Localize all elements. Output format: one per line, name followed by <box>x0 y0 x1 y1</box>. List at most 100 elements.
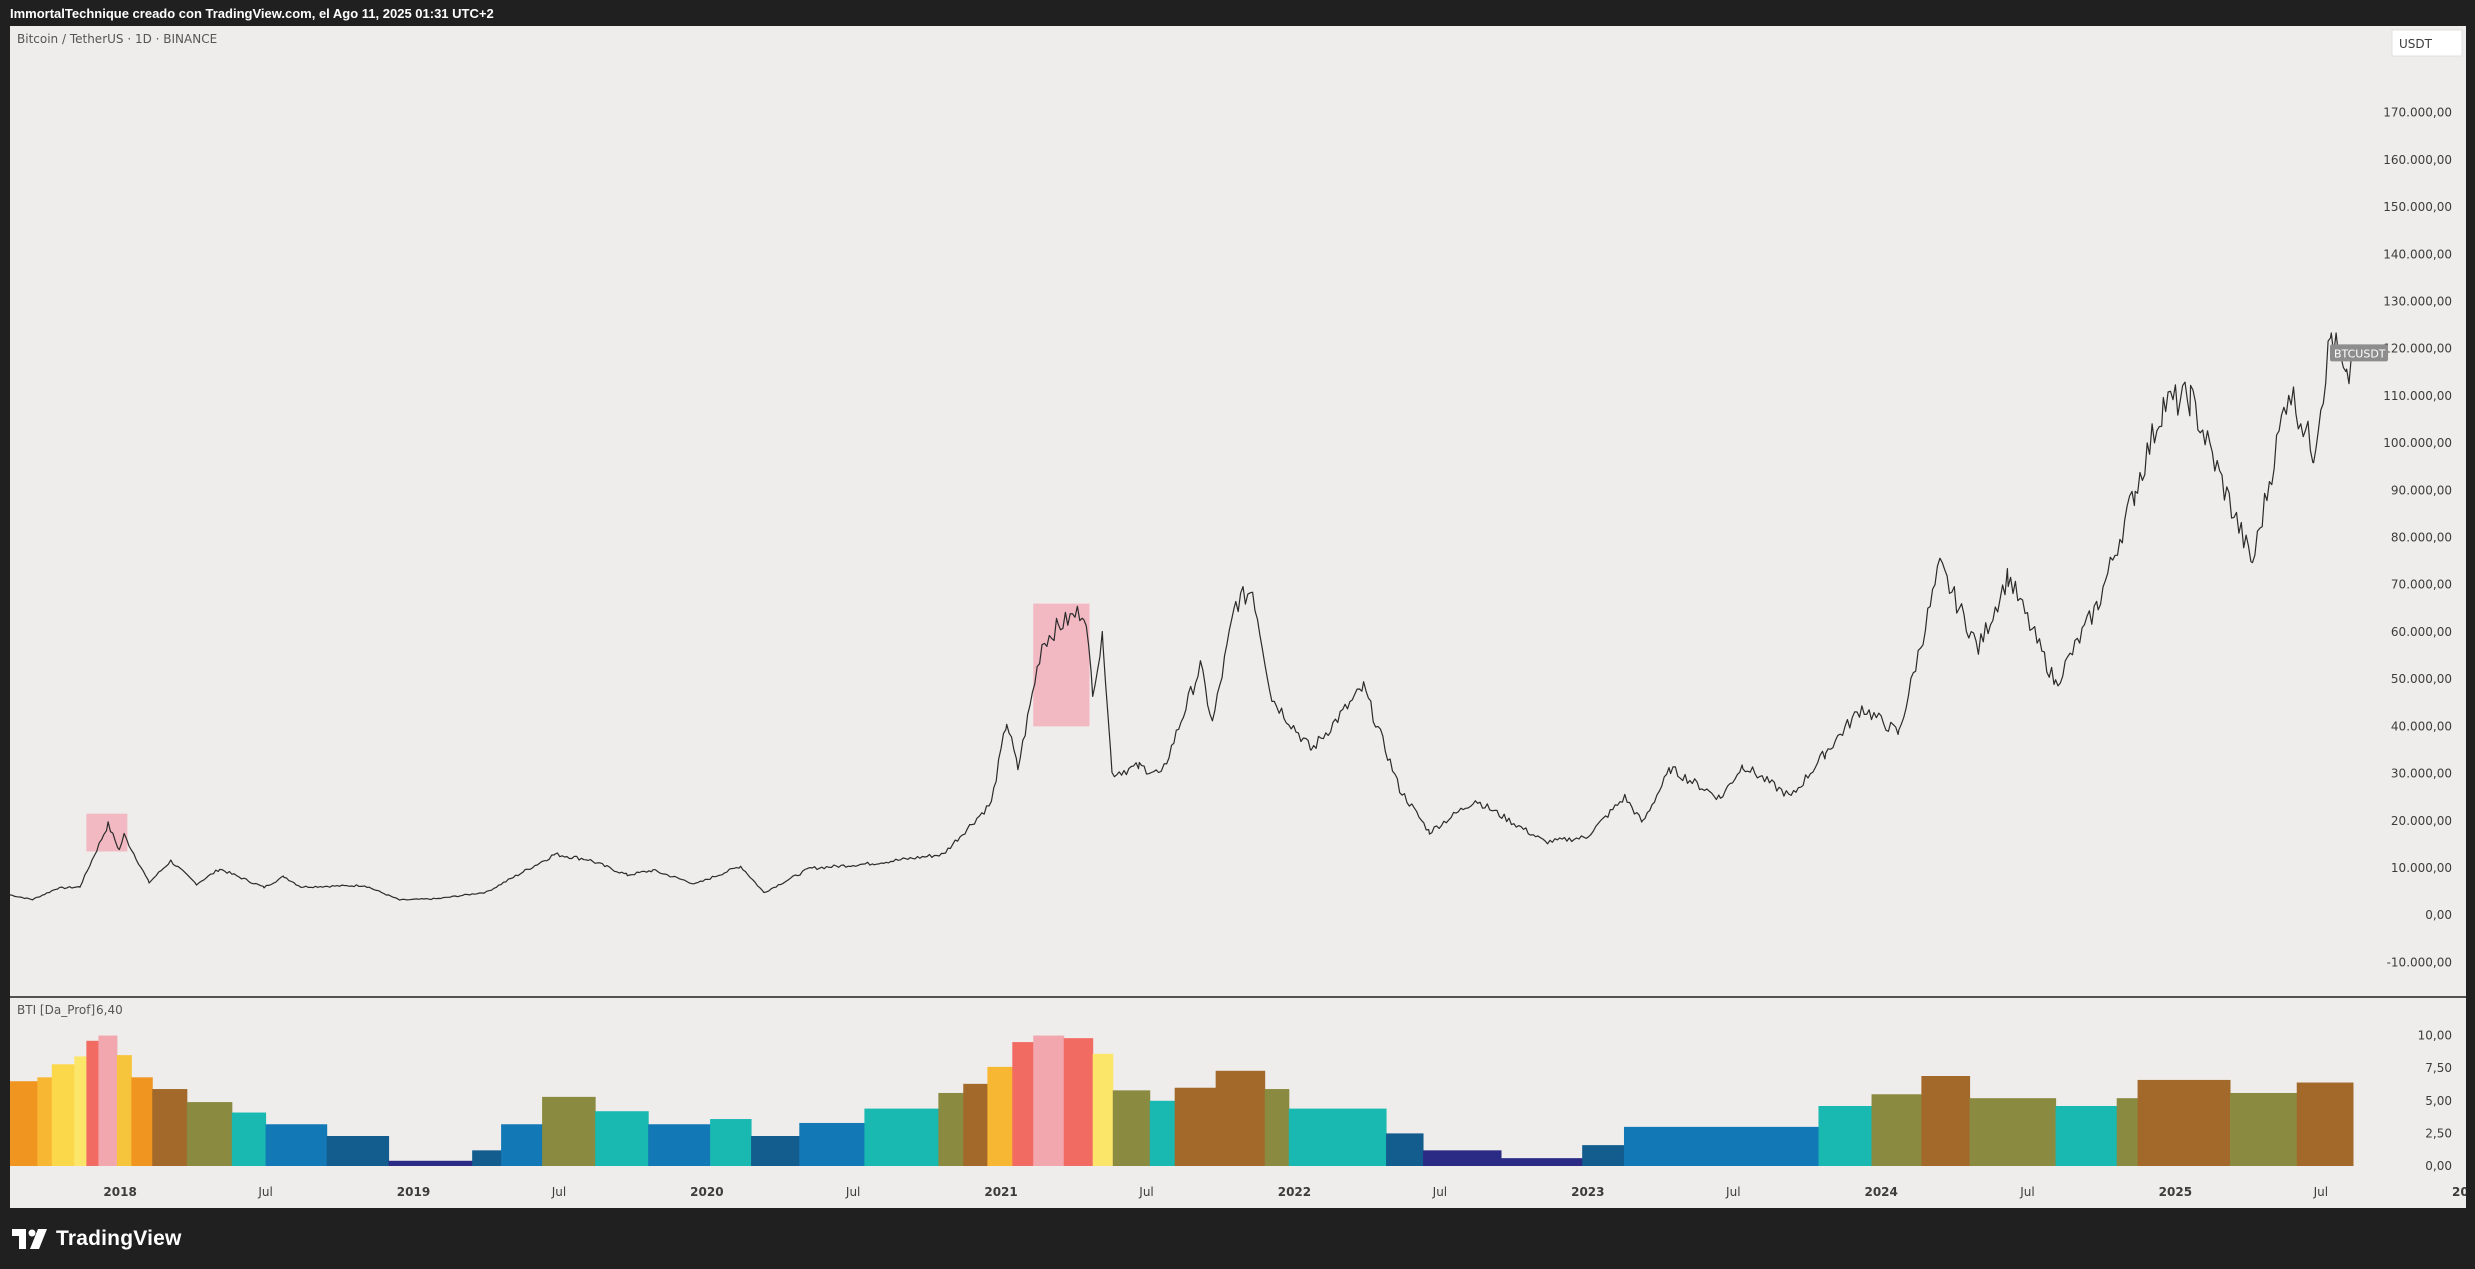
price-tick-label: 140.000,00 <box>2383 247 2452 261</box>
bti-segment[interactable] <box>987 1066 1013 1166</box>
currency-button[interactable]: USDT <box>2391 29 2463 57</box>
bti-segment[interactable] <box>938 1092 964 1166</box>
time-tick-label: Jul <box>551 1185 566 1199</box>
price-tick-label: 30.000,00 <box>2391 767 2452 781</box>
bti-segment[interactable] <box>1423 1150 1502 1166</box>
btcusdt-price-line[interactable] <box>10 332 2354 901</box>
price-tick-label: 20.000,00 <box>2391 814 2452 828</box>
bti-segment[interactable] <box>1871 1094 1922 1166</box>
bti-segment[interactable] <box>74 1056 87 1166</box>
price-tick-label: 100.000,00 <box>2383 436 2452 450</box>
bti-segment[interactable] <box>501 1124 543 1166</box>
price-axis[interactable]: -10.000,00 0,00 10.000,00 20.000,00 30.000,0… <box>2383 106 2452 970</box>
symbol-legend[interactable]: Bitcoin / TetherUS · 1D · BINANCE <box>17 32 217 46</box>
bti-segment[interactable] <box>116 1055 132 1166</box>
price-tick-label: 170.000,00 <box>2383 106 2452 120</box>
bti-segment[interactable] <box>388 1160 473 1166</box>
bti-segment[interactable] <box>1386 1133 1424 1166</box>
bti-segment[interactable] <box>542 1096 596 1166</box>
time-tick-label: Jul <box>1725 1185 1740 1199</box>
time-tick-label: 2025 <box>2159 1185 2192 1199</box>
time-tick-label: 2018 <box>103 1185 136 1199</box>
price-tag-bg <box>2330 344 2388 362</box>
bti-segment[interactable] <box>152 1089 188 1166</box>
bti-tick-label: 7,50 <box>2425 1061 2452 1075</box>
currency-button-label[interactable]: USDT <box>2399 37 2433 51</box>
chart-attribution: ImmortalTechnique creado con TradingView… <box>0 0 2475 26</box>
price-tick-label: 70.000,00 <box>2391 578 2452 592</box>
time-tick-label: 2022 <box>1278 1185 1311 1199</box>
price-tick-label: 50.000,00 <box>2391 672 2452 686</box>
price-tick-label: 160.000,00 <box>2383 153 2452 167</box>
bti-segment[interactable] <box>1215 1070 1266 1166</box>
bti-segment[interactable] <box>963 1083 988 1166</box>
chart-area[interactable]: -10.000,00 0,00 10.000,00 20.000,00 30.000,0… <box>10 26 2466 1208</box>
highlight-box-2[interactable] <box>1033 603 1090 727</box>
bti-segment[interactable] <box>1501 1158 1583 1166</box>
bti-segment[interactable] <box>131 1077 153 1166</box>
bti-segment[interactable] <box>1174 1087 1217 1166</box>
bti-histogram[interactable] <box>10 1035 2354 1166</box>
bti-segment[interactable] <box>1582 1145 1625 1166</box>
bti-segment[interactable] <box>1012 1042 1034 1166</box>
tradingview-logo[interactable]: TradingView <box>12 1226 182 1252</box>
indicator-legend-value: 6,40 <box>96 1003 123 1017</box>
bti-segment[interactable] <box>710 1119 752 1166</box>
bti-segment[interactable] <box>2055 1106 2118 1166</box>
bti-segment[interactable] <box>1969 1098 2057 1166</box>
bti-segment[interactable] <box>10 1081 38 1166</box>
bti-segment[interactable] <box>1033 1035 1065 1166</box>
bti-segment[interactable] <box>2296 1082 2354 1166</box>
time-tick-label: 2024 <box>1864 1185 1897 1199</box>
bti-segment[interactable] <box>186 1102 233 1166</box>
bti-segment[interactable] <box>231 1112 267 1166</box>
bti-segment[interactable] <box>799 1122 865 1166</box>
time-tick-label: 2021 <box>984 1185 1017 1199</box>
price-tick-label: 120.000,00 <box>2383 342 2452 356</box>
bti-segment[interactable] <box>326 1136 390 1166</box>
bti-segment[interactable] <box>595 1111 649 1166</box>
bti-segment[interactable] <box>265 1124 328 1166</box>
bti-segment[interactable] <box>1921 1076 1971 1166</box>
time-tick-label: Jul <box>257 1185 272 1199</box>
bti-segment[interactable] <box>2230 1092 2298 1166</box>
price-tick-label: 90.000,00 <box>2391 483 2452 497</box>
bti-segment[interactable] <box>1288 1108 1387 1166</box>
bti-segment[interactable] <box>86 1040 99 1166</box>
chart-background <box>10 26 2466 1208</box>
bti-segment[interactable] <box>472 1150 502 1166</box>
chart-canvas[interactable]: -10.000,00 0,00 10.000,00 20.000,00 30.000,0… <box>10 26 2466 1208</box>
time-tick-label: 2023 <box>1571 1185 1604 1199</box>
bti-axis[interactable]: 0,00 2,50 5,00 7,50 10,00 <box>2418 1029 2452 1173</box>
bti-segment[interactable] <box>1149 1100 1176 1166</box>
indicator-legend-name[interactable]: BTI [Da_Prof] <box>17 1003 95 1017</box>
bti-segment[interactable] <box>98 1035 118 1166</box>
price-tick-label: 150.000,00 <box>2383 200 2452 214</box>
footer-bar: TradingView <box>0 1208 2475 1269</box>
currency-button-bg[interactable] <box>2391 29 2463 57</box>
bti-segment[interactable] <box>2116 1098 2139 1166</box>
bti-segment[interactable] <box>1264 1089 1290 1166</box>
bti-segment[interactable] <box>1092 1053 1114 1166</box>
time-tick-label: 2020 <box>690 1185 723 1199</box>
price-tick-label: 130.000,00 <box>2383 294 2452 308</box>
bti-segment[interactable] <box>37 1077 53 1166</box>
price-tick-label: -10.000,00 <box>2387 955 2452 969</box>
tradingview-logo-text: TradingView <box>56 1227 182 1250</box>
bti-segment[interactable] <box>1112 1090 1151 1166</box>
bti-segment[interactable] <box>2137 1079 2231 1166</box>
bti-tick-label: 2,50 <box>2425 1126 2452 1140</box>
bti-segment[interactable] <box>648 1124 711 1166</box>
bti-segment[interactable] <box>864 1108 939 1166</box>
price-tick-label: 40.000,00 <box>2391 719 2452 733</box>
time-tick-label: Jul <box>2313 1185 2328 1199</box>
price-series[interactable] <box>10 332 2354 901</box>
bti-segment[interactable] <box>1818 1106 1873 1166</box>
time-tick-label: Jul <box>1138 1185 1153 1199</box>
bti-segment[interactable] <box>751 1136 800 1166</box>
bti-segment[interactable] <box>1623 1126 1819 1166</box>
bti-segment[interactable] <box>51 1064 75 1166</box>
time-axis[interactable]: 2018 Jul 2019 Jul 2020 Jul 2021 Jul 2022 Jul 2023 J… <box>103 1185 2466 1199</box>
price-tick-label: 60.000,00 <box>2391 625 2452 639</box>
bti-segment[interactable] <box>1063 1038 1094 1166</box>
